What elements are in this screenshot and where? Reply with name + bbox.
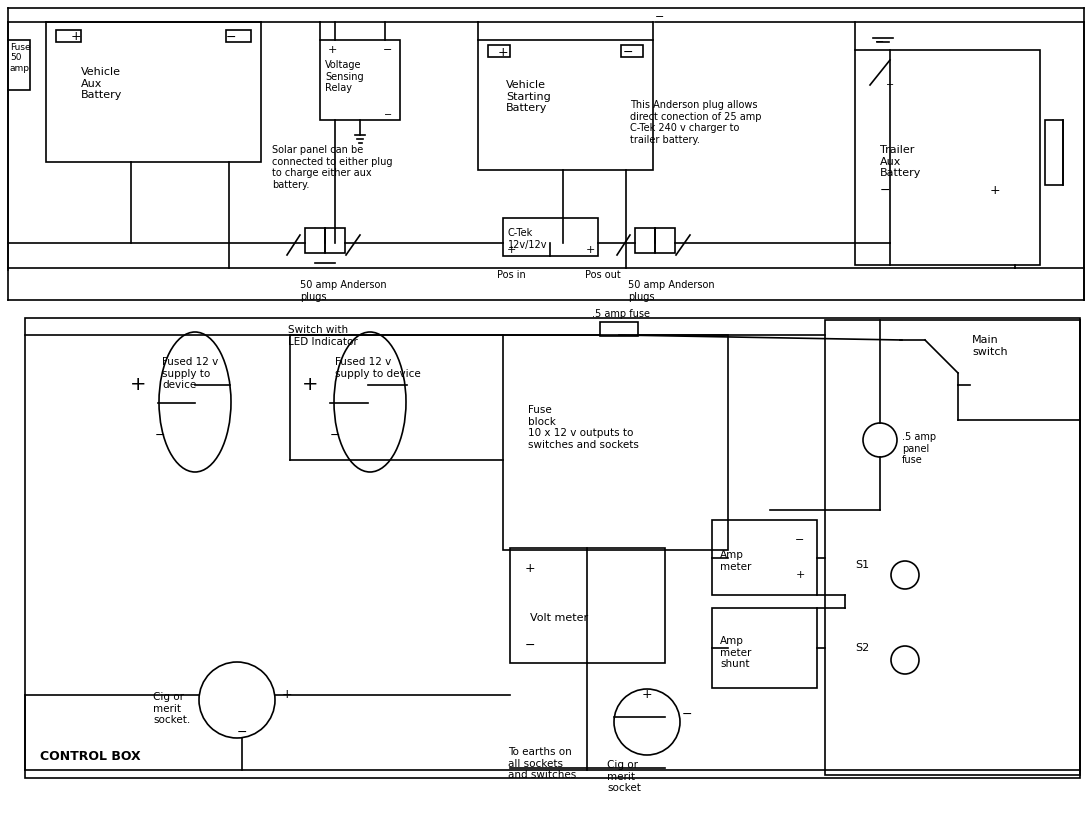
Text: +: +	[498, 45, 508, 59]
Text: 50 amp Anderson
plugs: 50 amp Anderson plugs	[628, 280, 714, 302]
Bar	[855, 50, 1040, 265]
Text: −: −	[226, 31, 236, 44]
Text: +: +	[301, 375, 318, 394]
Text: −: −	[655, 12, 665, 22]
Text: +: +	[989, 184, 1000, 197]
Text: Voltage
Sensing
Relay: Voltage Sensing Relay	[325, 60, 364, 93]
Bar	[46, 22, 261, 162]
Text: +: +	[642, 687, 652, 700]
Text: Fused 12 v
supply to device: Fused 12 v supply to device	[335, 357, 420, 379]
Text: −: −	[880, 184, 890, 197]
Text: −: −	[622, 45, 633, 59]
Text: Vehicle
Aux
Battery: Vehicle Aux Battery	[81, 67, 122, 100]
Text: This Anderson plug allows
direct conection of 25 amp
C-Tek 240 v charger to
trai: This Anderson plug allows direct conecti…	[630, 100, 761, 145]
Text: −: −	[525, 638, 535, 652]
Text: S2: S2	[855, 643, 869, 653]
Text: Vehicle
Starting
Battery: Vehicle Starting Battery	[506, 80, 550, 113]
Bar	[56, 30, 81, 42]
Bar	[488, 45, 510, 57]
Text: Amp
meter: Amp meter	[720, 550, 751, 571]
Text: Cig or
merit
socket: Cig or merit socket	[607, 760, 641, 793]
Bar	[712, 608, 817, 688]
Bar	[600, 322, 638, 336]
Bar	[503, 218, 598, 256]
Text: −: −	[237, 725, 247, 739]
Bar	[8, 40, 29, 90]
Text: −: −	[795, 535, 805, 545]
Bar	[712, 520, 817, 595]
Text: −: −	[876, 37, 885, 47]
Text: +: +	[328, 45, 336, 55]
Text: −: −	[383, 45, 393, 55]
Text: S1: S1	[855, 560, 869, 570]
Bar	[226, 30, 251, 42]
Text: Trailer
Aux
Battery: Trailer Aux Battery	[880, 145, 922, 178]
Bar	[503, 335, 728, 550]
Text: Pos out: Pos out	[585, 270, 620, 280]
Bar	[325, 228, 345, 253]
Text: +: +	[282, 689, 293, 701]
Bar	[621, 45, 643, 57]
Bar	[636, 228, 655, 253]
Text: +: +	[795, 570, 805, 580]
Text: .5 amp fuse: .5 amp fuse	[592, 309, 650, 319]
Bar	[478, 40, 653, 170]
Bar	[25, 318, 1080, 778]
Bar	[824, 320, 1080, 775]
Text: +: +	[71, 31, 81, 44]
Text: CONTROL BOX: CONTROL BOX	[40, 750, 141, 763]
Text: Fuse
50
amp: Fuse 50 amp	[10, 43, 31, 73]
Text: Main
switch: Main switch	[972, 335, 1008, 356]
Text: −: −	[886, 80, 894, 90]
Bar	[320, 40, 400, 120]
Text: Amp
meter
shunt: Amp meter shunt	[720, 636, 751, 669]
Text: Solar panel can be
connected to either plug
to charge either aux
battery.: Solar panel can be connected to either p…	[272, 145, 392, 190]
Text: −: −	[155, 428, 165, 442]
Text: Cig or
merit
socket.: Cig or merit socket.	[153, 692, 190, 725]
Text: +: +	[524, 562, 535, 575]
Text: +: +	[585, 245, 595, 255]
Bar	[655, 228, 675, 253]
Text: .5 amp
panel
fuse: .5 amp panel fuse	[902, 432, 936, 466]
Bar	[305, 228, 325, 253]
Text: Fuse
block
10 x 12 v outputs to
switches and sockets: Fuse block 10 x 12 v outputs to switches…	[529, 405, 639, 450]
Text: Volt meter: Volt meter	[530, 613, 589, 623]
Text: Fused 12 v
supply to
device: Fused 12 v supply to device	[162, 357, 218, 390]
Text: +: +	[507, 245, 515, 255]
Bar	[1045, 120, 1063, 185]
Text: C-Tek
12v/12v: C-Tek 12v/12v	[508, 228, 547, 250]
Text: To earths on
all sockets
and switches: To earths on all sockets and switches	[508, 747, 577, 780]
Text: −: −	[681, 708, 692, 720]
Bar	[510, 548, 665, 663]
Text: Pos in: Pos in	[497, 270, 525, 280]
Text: −: −	[384, 110, 392, 120]
Text: +: +	[130, 375, 146, 394]
Text: Switch with
LED Indicator: Switch with LED Indicator	[288, 325, 358, 347]
Text: 50 amp Anderson
plugs: 50 amp Anderson plugs	[300, 280, 387, 302]
Text: −: −	[330, 428, 341, 442]
